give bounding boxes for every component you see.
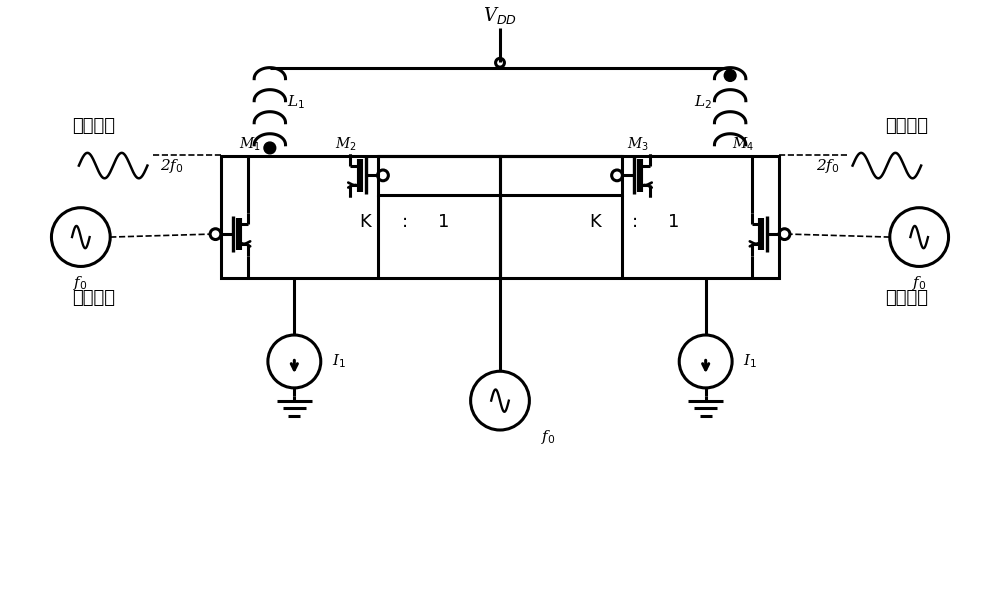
Text: V$_{DD}$: V$_{DD}$ (483, 5, 517, 25)
Text: K: K (590, 213, 601, 231)
Text: f$_0$: f$_0$ (541, 428, 556, 446)
Text: 2f$_0$: 2f$_0$ (816, 157, 840, 174)
Text: 1: 1 (438, 213, 449, 231)
Text: M$_4$: M$_4$ (732, 136, 754, 154)
Text: I$_1$: I$_1$ (332, 353, 346, 370)
Text: M$_2$: M$_2$ (335, 136, 357, 154)
Text: K: K (359, 213, 371, 231)
Text: :: : (401, 213, 408, 231)
Text: 2f$_0$: 2f$_0$ (160, 157, 184, 174)
Text: M$_1$: M$_1$ (239, 136, 260, 154)
Text: L$_2$: L$_2$ (694, 93, 713, 111)
Text: 倍频输出: 倍频输出 (72, 117, 115, 135)
Text: f$_0$: f$_0$ (912, 275, 927, 292)
Bar (378, 156, 622, 195)
Bar (221, 156, 500, 278)
Text: :: : (632, 213, 638, 231)
Text: 基频输入: 基频输入 (72, 289, 115, 307)
Text: I$_1$: I$_1$ (743, 353, 757, 370)
Circle shape (264, 142, 276, 154)
Text: 基频输入: 基频输入 (885, 289, 928, 307)
Text: M$_3$: M$_3$ (627, 136, 649, 154)
Circle shape (724, 69, 736, 81)
Text: L$_1$: L$_1$ (287, 93, 306, 111)
Bar (500, 156, 779, 278)
Text: 倍频输出: 倍频输出 (885, 117, 928, 135)
Text: f$_0$: f$_0$ (73, 275, 88, 292)
Text: 1: 1 (668, 213, 680, 231)
